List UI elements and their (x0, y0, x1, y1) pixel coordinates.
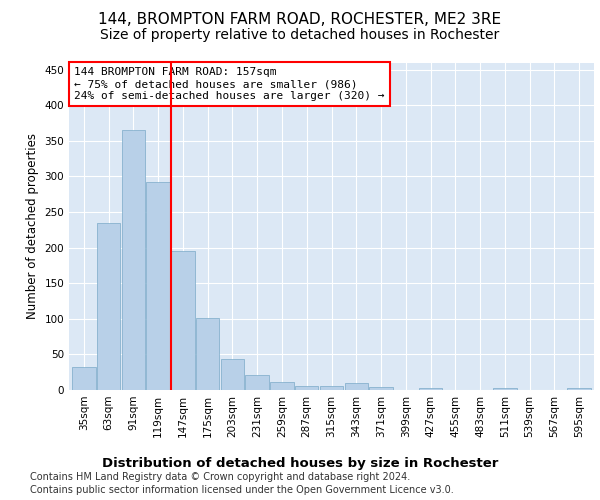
Text: Contains HM Land Registry data © Crown copyright and database right 2024.: Contains HM Land Registry data © Crown c… (30, 472, 410, 482)
Bar (146, 182, 170, 390)
Text: Size of property relative to detached houses in Rochester: Size of property relative to detached ho… (100, 28, 500, 42)
Text: 144 BROMPTON FARM ROAD: 157sqm
← 75% of detached houses are smaller (986)
24% of: 144 BROMPTON FARM ROAD: 157sqm ← 75% of … (74, 68, 385, 100)
Bar (245, 375, 269, 390)
Text: Distribution of detached houses by size in Rochester: Distribution of detached houses by size … (102, 458, 498, 470)
Bar (122, 130, 145, 390)
Bar (369, 387, 393, 390)
Bar (270, 382, 294, 390)
Bar (97, 222, 121, 390)
Bar (344, 383, 368, 390)
Text: 144, BROMPTON FARM ROAD, ROCHESTER, ME2 3RE: 144, BROMPTON FARM ROAD, ROCHESTER, ME2 … (98, 12, 502, 28)
Bar (493, 388, 517, 390)
Bar (568, 388, 591, 390)
Text: Contains public sector information licensed under the Open Government Licence v3: Contains public sector information licen… (30, 485, 454, 495)
Bar (320, 386, 343, 390)
Bar (221, 360, 244, 390)
Bar (72, 366, 95, 390)
Bar (171, 251, 194, 390)
Y-axis label: Number of detached properties: Number of detached properties (26, 133, 39, 320)
Bar (295, 386, 319, 390)
Bar (196, 318, 220, 390)
Bar (419, 388, 442, 390)
